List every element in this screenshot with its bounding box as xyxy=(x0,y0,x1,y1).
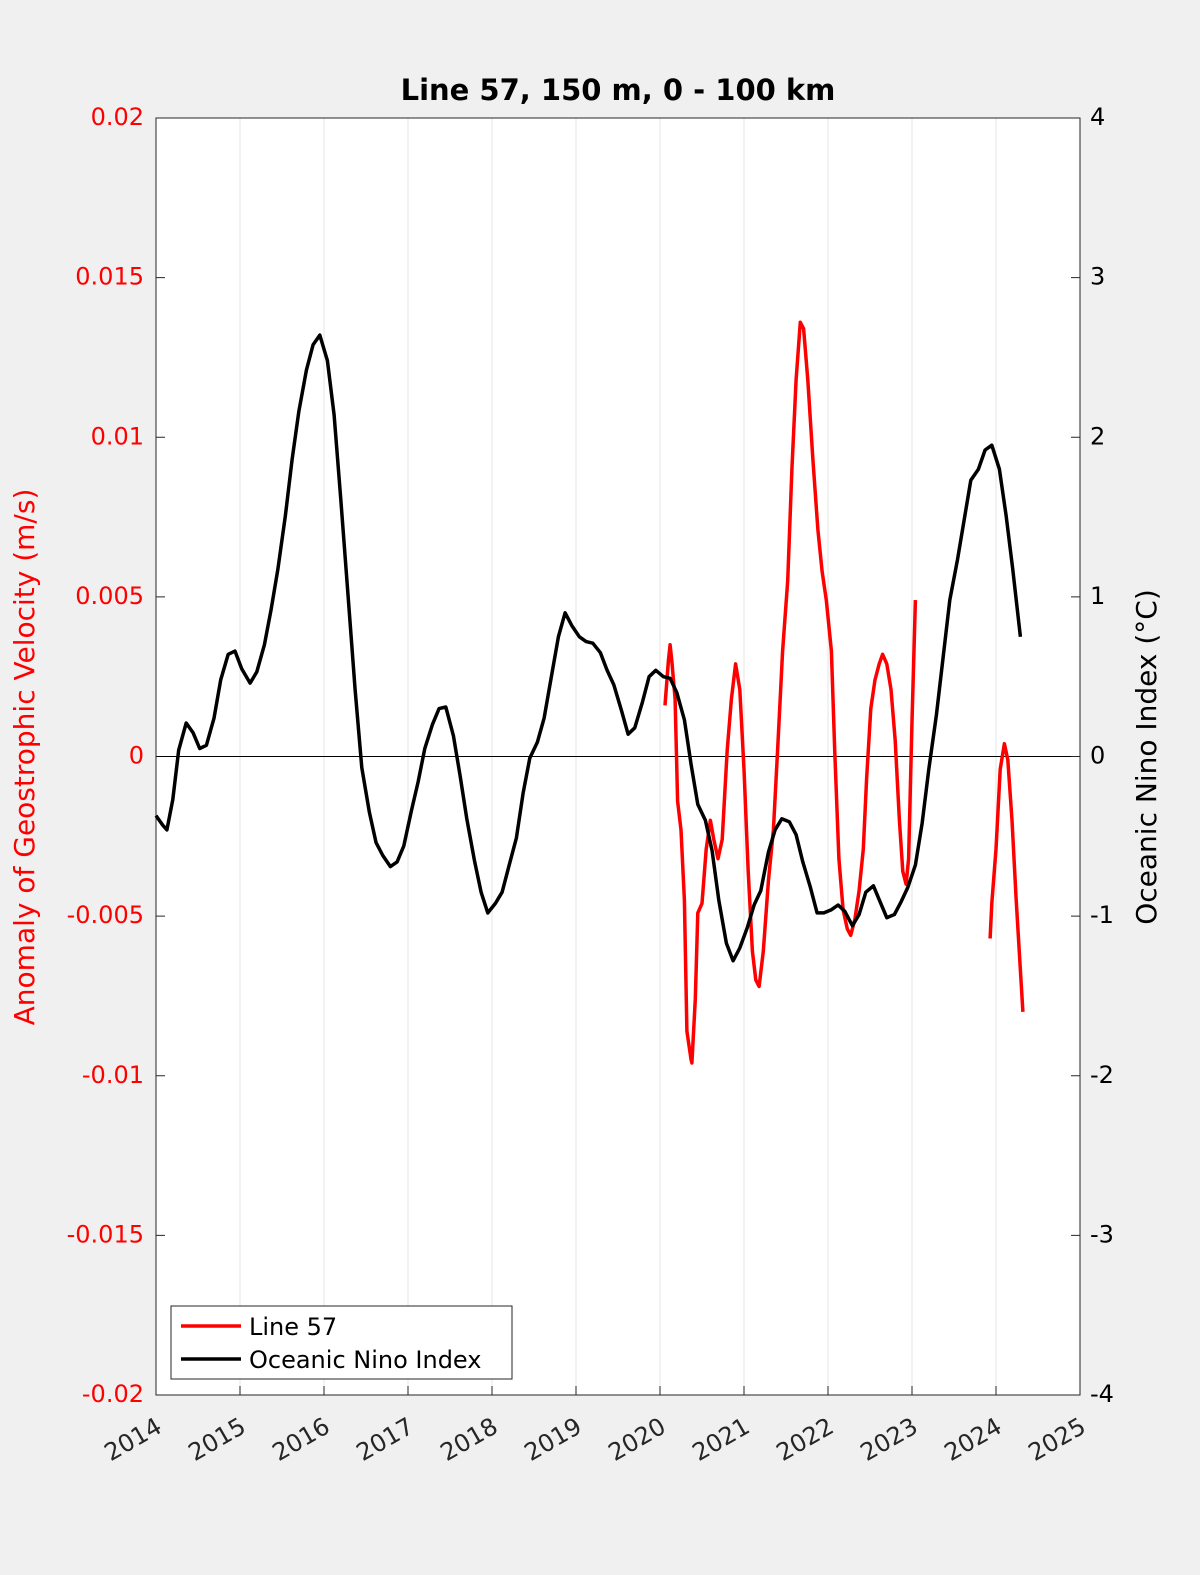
series-line xyxy=(154,333,1023,963)
y2-tick-label: -1 xyxy=(1090,901,1114,929)
y-tick-label: 0.015 xyxy=(75,263,144,291)
x-tick-label: 2020 xyxy=(604,1412,671,1467)
y-tick-label: 0.02 xyxy=(91,103,144,131)
y-tick-label: -0.02 xyxy=(82,1380,144,1408)
y2-tick-label: -3 xyxy=(1090,1220,1114,1248)
legend-box xyxy=(170,1305,513,1380)
y-axis-label: Anomaly of Geostrophic Velocity (m/s) xyxy=(8,489,41,1026)
y2-axis-label: Oceanic Nino Index (°C) xyxy=(1130,589,1163,925)
y2-tick-label: 3 xyxy=(1090,263,1105,291)
x-tick-label: 2019 xyxy=(520,1412,587,1467)
x-tick-label: 2023 xyxy=(856,1412,923,1467)
y2-tick-label: 2 xyxy=(1090,422,1105,450)
x-tick-label: 2022 xyxy=(772,1412,839,1467)
x-tick-label: 2021 xyxy=(688,1412,755,1467)
x-tick-label: 2015 xyxy=(184,1412,251,1467)
chart-title: Line 57, 150 m, 0 - 100 km xyxy=(401,73,836,107)
x-tick-label: 2017 xyxy=(352,1412,419,1467)
y2-tick-label: 0 xyxy=(1090,742,1105,770)
legend-label: Oceanic Nino Index xyxy=(249,1346,481,1374)
legend-label: Line 57 xyxy=(249,1313,337,1341)
x-tick-label: 2014 xyxy=(100,1412,167,1467)
y-tick-label: 0 xyxy=(129,742,144,770)
y2-tick-label: -4 xyxy=(1090,1380,1114,1408)
y-tick-label: 0.005 xyxy=(75,582,144,610)
y-tick-label: -0.015 xyxy=(67,1220,144,1248)
y-tick-label: -0.005 xyxy=(67,901,144,929)
x-tick-label: 2018 xyxy=(436,1412,503,1467)
x-tick-label: 2025 xyxy=(1024,1412,1091,1467)
x-tick-label: 2024 xyxy=(940,1412,1007,1467)
y-tick-label: 0.01 xyxy=(91,422,144,450)
y2-tick-label: 4 xyxy=(1090,103,1105,131)
x-tick-label: 2016 xyxy=(268,1412,335,1467)
legend: Line 57 Oceanic Nino Index xyxy=(170,1305,513,1380)
y2-tick-label: 1 xyxy=(1090,582,1105,610)
plot-frame xyxy=(155,117,1081,1396)
series-line xyxy=(663,320,1025,1065)
y2-tick-label: -2 xyxy=(1090,1061,1114,1089)
y-tick-label: -0.01 xyxy=(82,1061,144,1089)
